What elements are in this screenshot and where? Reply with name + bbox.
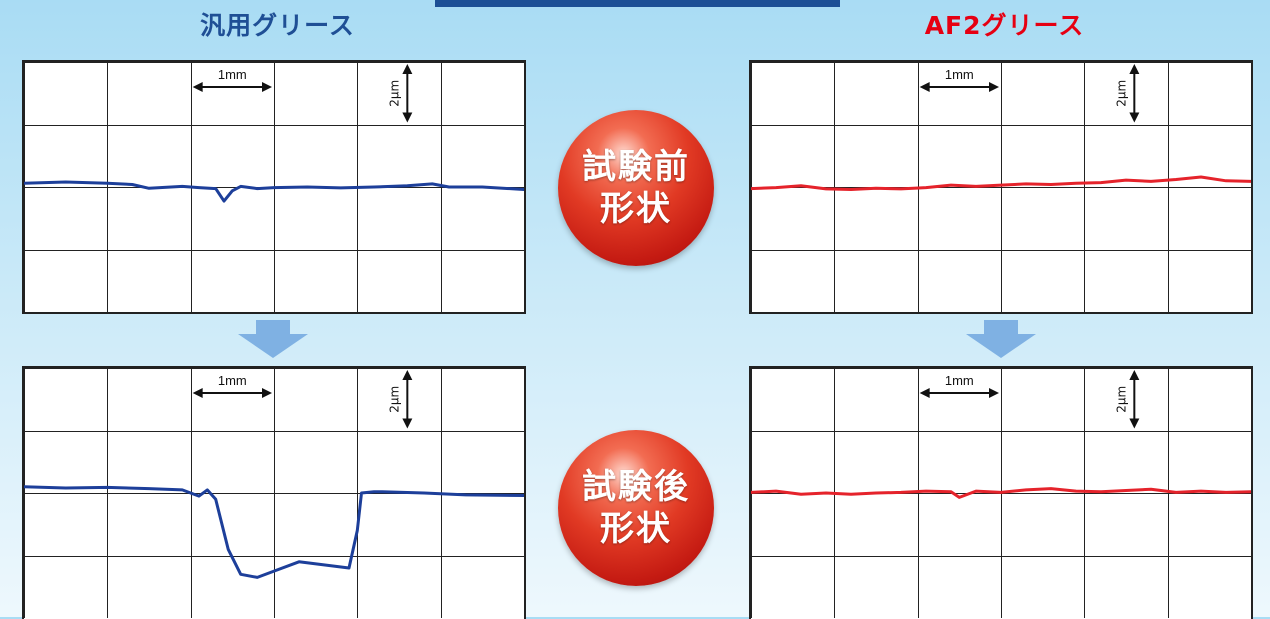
scale-arrowhead-left — [192, 388, 203, 398]
scale-label-2um: 2μm — [1114, 386, 1128, 413]
profile-chart-svg: 1mm 2μm — [24, 368, 524, 618]
scale-arrowhead-top — [402, 64, 413, 74]
chart-general-before: 1mm 2μm — [22, 60, 526, 314]
profile-chart-svg: 1mm 2μm — [751, 368, 1251, 618]
profile-chart-svg: 1mm 2μm — [24, 62, 524, 312]
scale-arrowhead-left — [919, 82, 930, 92]
scale-arrowhead-right — [262, 82, 272, 92]
top-bar — [435, 0, 840, 7]
before-badge-line1: 試験前 — [582, 147, 690, 187]
chart-af2-before: 1mm 2μm — [749, 60, 1253, 314]
scale-arrowhead-bottom — [402, 418, 413, 429]
after-badge-line2: 形状 — [600, 509, 672, 549]
before-test-badge: 試験前 形状 — [558, 110, 714, 266]
scale-arrowhead-top — [402, 370, 413, 380]
af2-grease-title: AF2グリース — [924, 11, 1085, 40]
general-grease-title: 汎用グリース — [200, 11, 355, 40]
after-test-badge: 試験後 形状 — [558, 430, 714, 586]
scale-arrowhead-right — [989, 388, 999, 398]
surface-profile-line — [751, 175, 1251, 191]
scale-label-1mm: 1mm — [218, 67, 247, 82]
scale-arrowhead-left — [192, 82, 203, 92]
scale-arrowhead-bottom — [402, 112, 413, 123]
surface-profile-line — [24, 180, 524, 203]
before-badge-line2: 形状 — [600, 189, 672, 229]
scale-arrowhead-top — [1129, 64, 1140, 74]
scale-arrowhead-top — [1129, 370, 1140, 380]
scale-arrowhead-bottom — [1129, 112, 1140, 123]
chart-general-after: 1mm 2μm — [22, 366, 526, 619]
scale-arrowhead-bottom — [1129, 418, 1140, 429]
down-arrow-icon-right — [966, 320, 1036, 358]
scale-arrowhead-left — [919, 388, 930, 398]
scale-label-2um: 2μm — [387, 386, 401, 413]
scale-label-2um: 2μm — [1114, 80, 1128, 107]
scale-label-2um: 2μm — [387, 80, 401, 107]
down-arrow-icon-left — [238, 320, 308, 358]
surface-profile-line — [24, 485, 524, 579]
chart-af2-after: 1mm 2μm — [749, 366, 1253, 619]
profile-chart-svg: 1mm 2μm — [751, 62, 1251, 312]
surface-profile-line — [751, 487, 1251, 499]
scale-label-1mm: 1mm — [945, 373, 974, 388]
after-badge-line1: 試験後 — [582, 467, 690, 507]
scale-arrowhead-right — [262, 388, 272, 398]
scale-label-1mm: 1mm — [945, 67, 974, 82]
scale-arrowhead-right — [989, 82, 999, 92]
scale-label-1mm: 1mm — [218, 373, 247, 388]
